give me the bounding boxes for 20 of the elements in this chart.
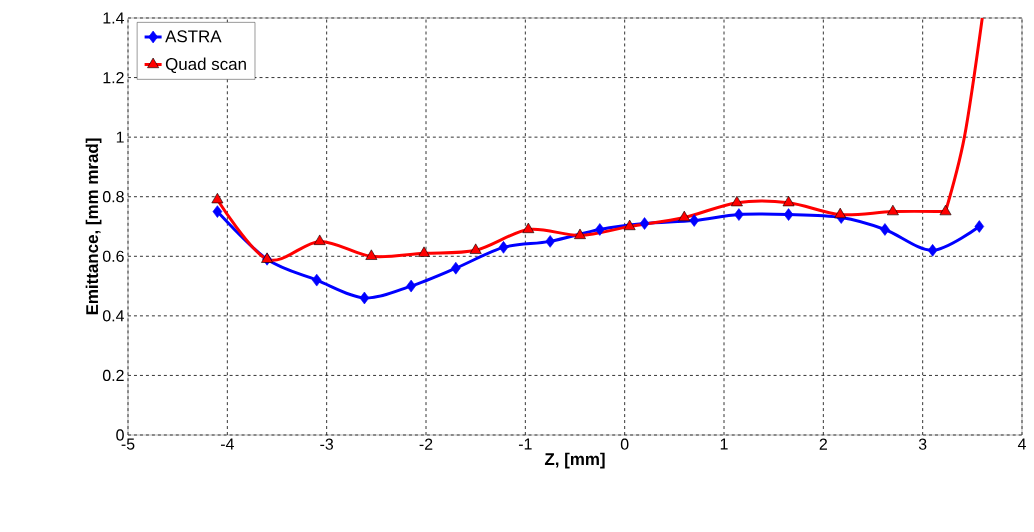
- y-tick-label: 0.6: [102, 250, 124, 262]
- x-tick-label: -2: [419, 438, 433, 450]
- y-tick-label: 0.2: [102, 369, 124, 382]
- y-tick-label: 0.8: [102, 191, 124, 203]
- y-axis-title: Emittance, [mm mrad]: [85, 138, 102, 315]
- x-tick-label: 3: [918, 438, 927, 450]
- legend-label: Quad scan: [165, 57, 246, 74]
- x-tick-label: -1: [518, 438, 532, 450]
- x-axis-title: Z, [mm]: [544, 452, 605, 469]
- x-tick-label: -3: [320, 438, 334, 450]
- y-tick-label: 0.4: [102, 310, 125, 322]
- legend-label: ASTRA: [165, 30, 222, 43]
- y-tick-label: 1: [116, 131, 124, 143]
- x-tick-label: -4: [220, 438, 234, 450]
- x-tick-label: 2: [819, 438, 827, 450]
- x-tick-label: 4: [1017, 438, 1026, 450]
- y-tick-label: 1.4: [103, 12, 125, 24]
- x-tick-label: 0: [620, 438, 629, 450]
- y-tick-label: 1.2: [103, 72, 124, 84]
- x-tick-label: 1: [720, 438, 728, 450]
